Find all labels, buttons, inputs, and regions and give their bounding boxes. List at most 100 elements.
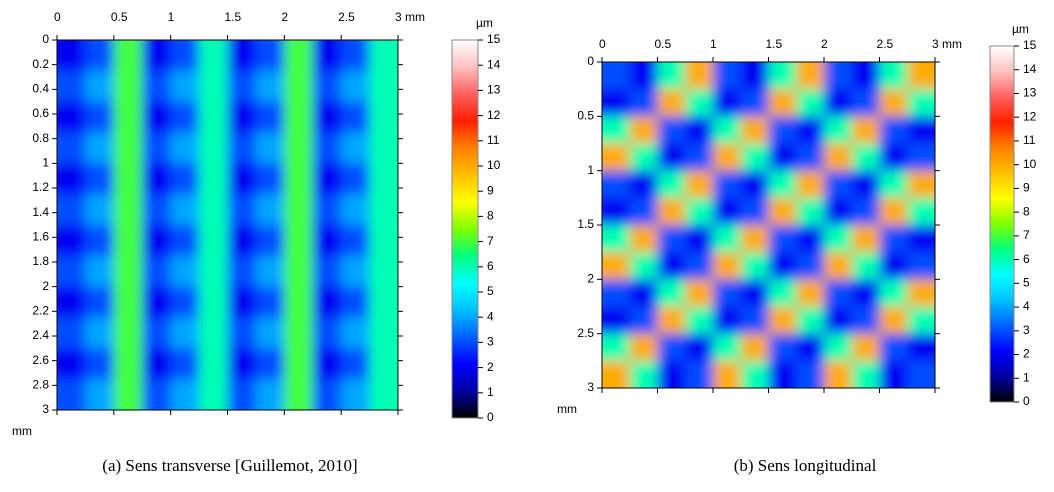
- cell: [768, 116, 798, 145]
- colorbar-tick-label: 14: [487, 57, 501, 71]
- cell: [602, 225, 631, 254]
- cell: [768, 225, 798, 254]
- cell: [170, 286, 201, 319]
- colorbar-tick-label: 13: [1023, 86, 1037, 100]
- cell: [907, 143, 935, 172]
- cell: [657, 306, 687, 335]
- colorbar-tick-label: 4: [487, 309, 494, 323]
- heatmap: [602, 62, 935, 388]
- colorbar-tick-label: 6: [487, 259, 494, 273]
- cell: [341, 194, 371, 226]
- cell: [113, 286, 144, 319]
- cell: [284, 379, 314, 410]
- cell: [740, 170, 770, 199]
- cell: [199, 379, 229, 410]
- cell: [657, 333, 687, 362]
- cell: [768, 252, 798, 281]
- cell: [113, 70, 144, 103]
- cell: [341, 225, 371, 257]
- cell: [85, 101, 115, 134]
- colorbar-tick-label: 3: [487, 335, 494, 349]
- cell: [879, 116, 909, 145]
- cell: [851, 170, 881, 199]
- cell: [768, 170, 798, 199]
- cell: [796, 143, 825, 172]
- cell: [851, 333, 881, 362]
- colorbar-tick-label: 15: [1023, 38, 1037, 52]
- cell: [57, 40, 87, 72]
- cell: [796, 62, 825, 91]
- x-tick-label: 3 mm: [395, 10, 425, 24]
- cell: [142, 225, 172, 257]
- cell: [768, 197, 798, 226]
- y-tick-label: 0: [587, 54, 594, 68]
- colorbar-tick-label: 3: [1023, 323, 1030, 337]
- cell: [255, 194, 286, 226]
- cell: [113, 225, 144, 257]
- colorbar-tick-label: 1: [487, 385, 494, 399]
- y-tick-label: 2.4: [32, 328, 49, 342]
- colorbar-tick-label: 10: [487, 158, 501, 172]
- cell: [768, 306, 798, 335]
- cell: [199, 40, 229, 72]
- cell: [879, 89, 909, 118]
- cell: [768, 360, 798, 388]
- cell: [602, 306, 631, 335]
- heatmap-cells: [602, 62, 935, 388]
- cell: [685, 279, 714, 308]
- colorbar-tick-label: 8: [487, 209, 494, 223]
- colorbar-tick-label: 7: [487, 234, 494, 248]
- cell: [199, 163, 229, 196]
- y-tick-label: 2: [587, 272, 594, 286]
- cell: [341, 70, 371, 103]
- colorbar-tick-label: 5: [1023, 276, 1030, 290]
- cell: [685, 360, 714, 388]
- y-tick-label: 1: [42, 156, 49, 170]
- cell: [255, 101, 286, 134]
- cell: [657, 170, 687, 199]
- cell: [879, 62, 909, 91]
- cell: [113, 132, 144, 165]
- cell: [341, 40, 371, 72]
- cell: [57, 194, 87, 226]
- cell: [685, 333, 714, 362]
- cell: [57, 286, 87, 319]
- cell: [879, 360, 909, 388]
- cell: [629, 197, 659, 226]
- cell: [657, 225, 687, 254]
- cell: [57, 255, 87, 288]
- cell: [369, 194, 398, 226]
- cell: [170, 348, 201, 381]
- cell: [602, 62, 631, 91]
- cell: [629, 89, 659, 118]
- cell: [85, 132, 115, 165]
- cell: [227, 194, 257, 226]
- cell: [284, 225, 314, 257]
- colorbar-tick-label: 6: [1023, 252, 1030, 266]
- y-tick-label: 3: [587, 380, 594, 394]
- cell: [907, 62, 935, 91]
- cell: [602, 360, 631, 388]
- cell: [312, 286, 343, 319]
- cell: [170, 225, 201, 257]
- x-tick-label: 0.5: [111, 10, 128, 24]
- cell: [740, 89, 770, 118]
- cell: [341, 101, 371, 134]
- cell: [85, 40, 115, 72]
- cell: [602, 170, 631, 199]
- cell: [713, 225, 742, 254]
- cell: [629, 333, 659, 362]
- cell: [170, 317, 201, 350]
- cell: [796, 279, 825, 308]
- cell: [851, 225, 881, 254]
- colorbar-tick-label: 2: [1023, 347, 1030, 361]
- cell: [685, 170, 714, 199]
- cell: [740, 360, 770, 388]
- colorbar-tick-label: 8: [1023, 204, 1030, 218]
- x-tick-label: 1.5: [225, 10, 242, 24]
- colorbar-tick-label: 7: [1023, 228, 1030, 242]
- cell: [142, 40, 172, 72]
- cell: [851, 306, 881, 335]
- cell: [369, 101, 398, 134]
